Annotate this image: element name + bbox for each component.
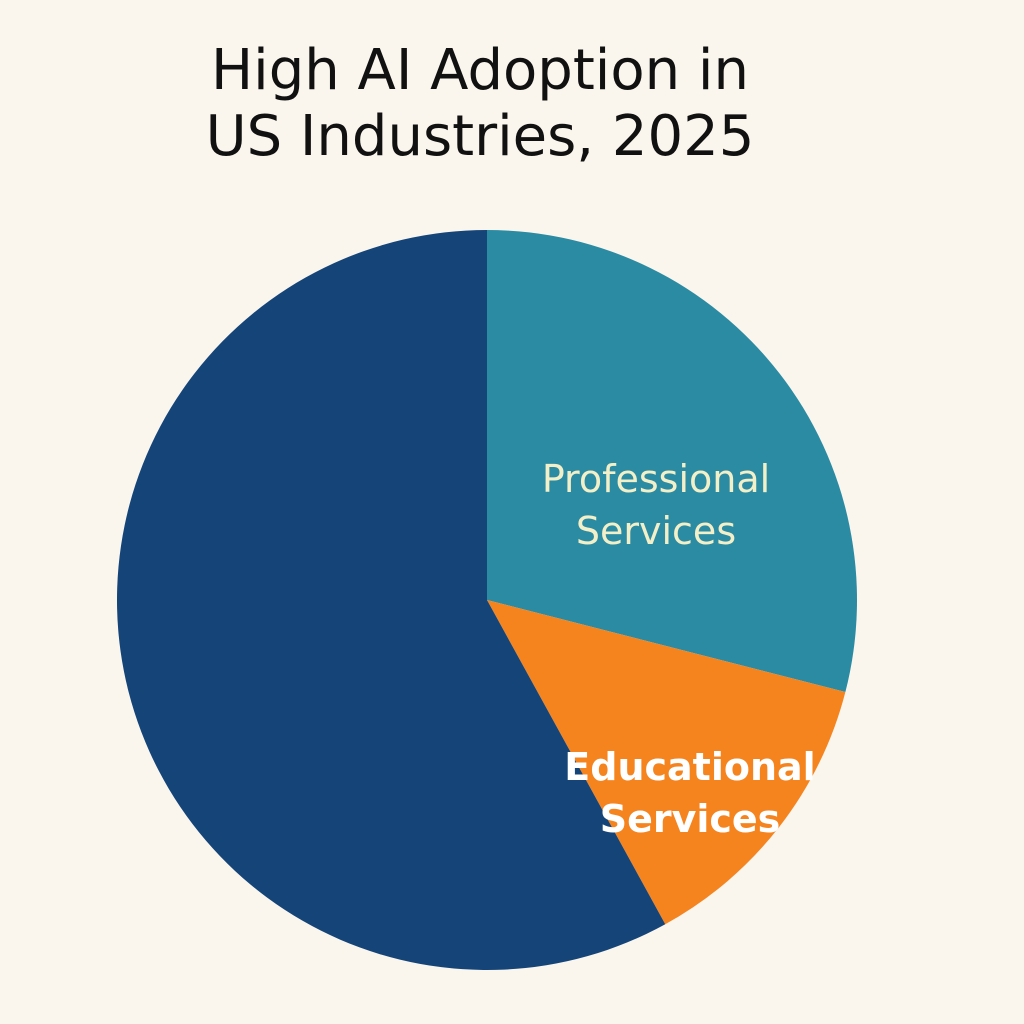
slice-label-line: Professional <box>542 457 770 501</box>
chart-title: High AI Adoption in US Industries, 2025 <box>0 38 960 170</box>
pie-slice-unlabeled <box>117 230 666 970</box>
slice-label: Educational Services <box>564 745 815 841</box>
title-line-1: High AI Adoption in <box>211 38 749 103</box>
pie-slice-professional-services <box>487 230 858 693</box>
slice-label-line: Services <box>576 509 736 553</box>
slice-label-line: Services <box>600 797 781 841</box>
title-line-2: US Industries, 2025 <box>205 104 755 169</box>
slice-label-line: Educational <box>564 745 815 789</box>
pie-slice-educational-services <box>487 600 846 925</box>
slice-label: Professional Services <box>542 457 770 553</box>
